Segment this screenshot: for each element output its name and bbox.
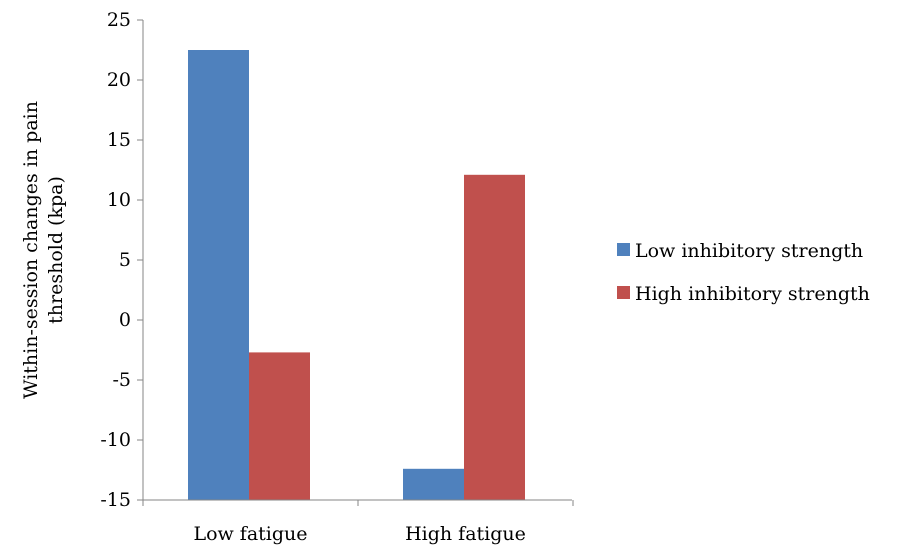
legend: Low inhibitory strength High inhibitory s… [617,240,870,305]
legend-swatch [617,286,630,299]
bar-low-inhibitory-low-fatigue [188,50,249,500]
bar-low-inhibitory-high-fatigue [403,468,464,500]
y-tick-label: 20 [107,69,131,91]
y-tick-label: -5 [112,369,131,391]
y-tick-label: -10 [100,429,131,451]
legend-label: High inhibitory strength [635,283,870,305]
bar-high-inhibitory-high-fatigue [464,174,525,501]
y-tick-label: 15 [107,129,131,151]
y-axis-title-line: Within-session changes in pain [20,101,42,399]
y-axis-title-line: threshold (kpa) [45,176,67,324]
legend-swatch [617,243,630,256]
x-axis: Low fatigue High fatigue [142,499,574,545]
y-tick-label: 5 [119,249,131,271]
bar-high-inhibitory-low-fatigue [249,352,310,500]
y-tick-label: -15 [100,489,131,511]
legend-label: Low inhibitory strength [635,240,863,262]
y-tick-label: 0 [119,309,131,331]
y-tick-label: 10 [107,189,131,211]
x-category-label: Low fatigue [193,523,307,545]
x-category-label: High fatigue [405,523,526,545]
plot-area [188,50,525,501]
y-axis-title: Within-session changes in pain threshold … [20,101,67,399]
y-axis: 25 20 15 10 5 0 -5 -10 -15 [100,9,144,511]
y-tick-label: 25 [107,9,131,31]
